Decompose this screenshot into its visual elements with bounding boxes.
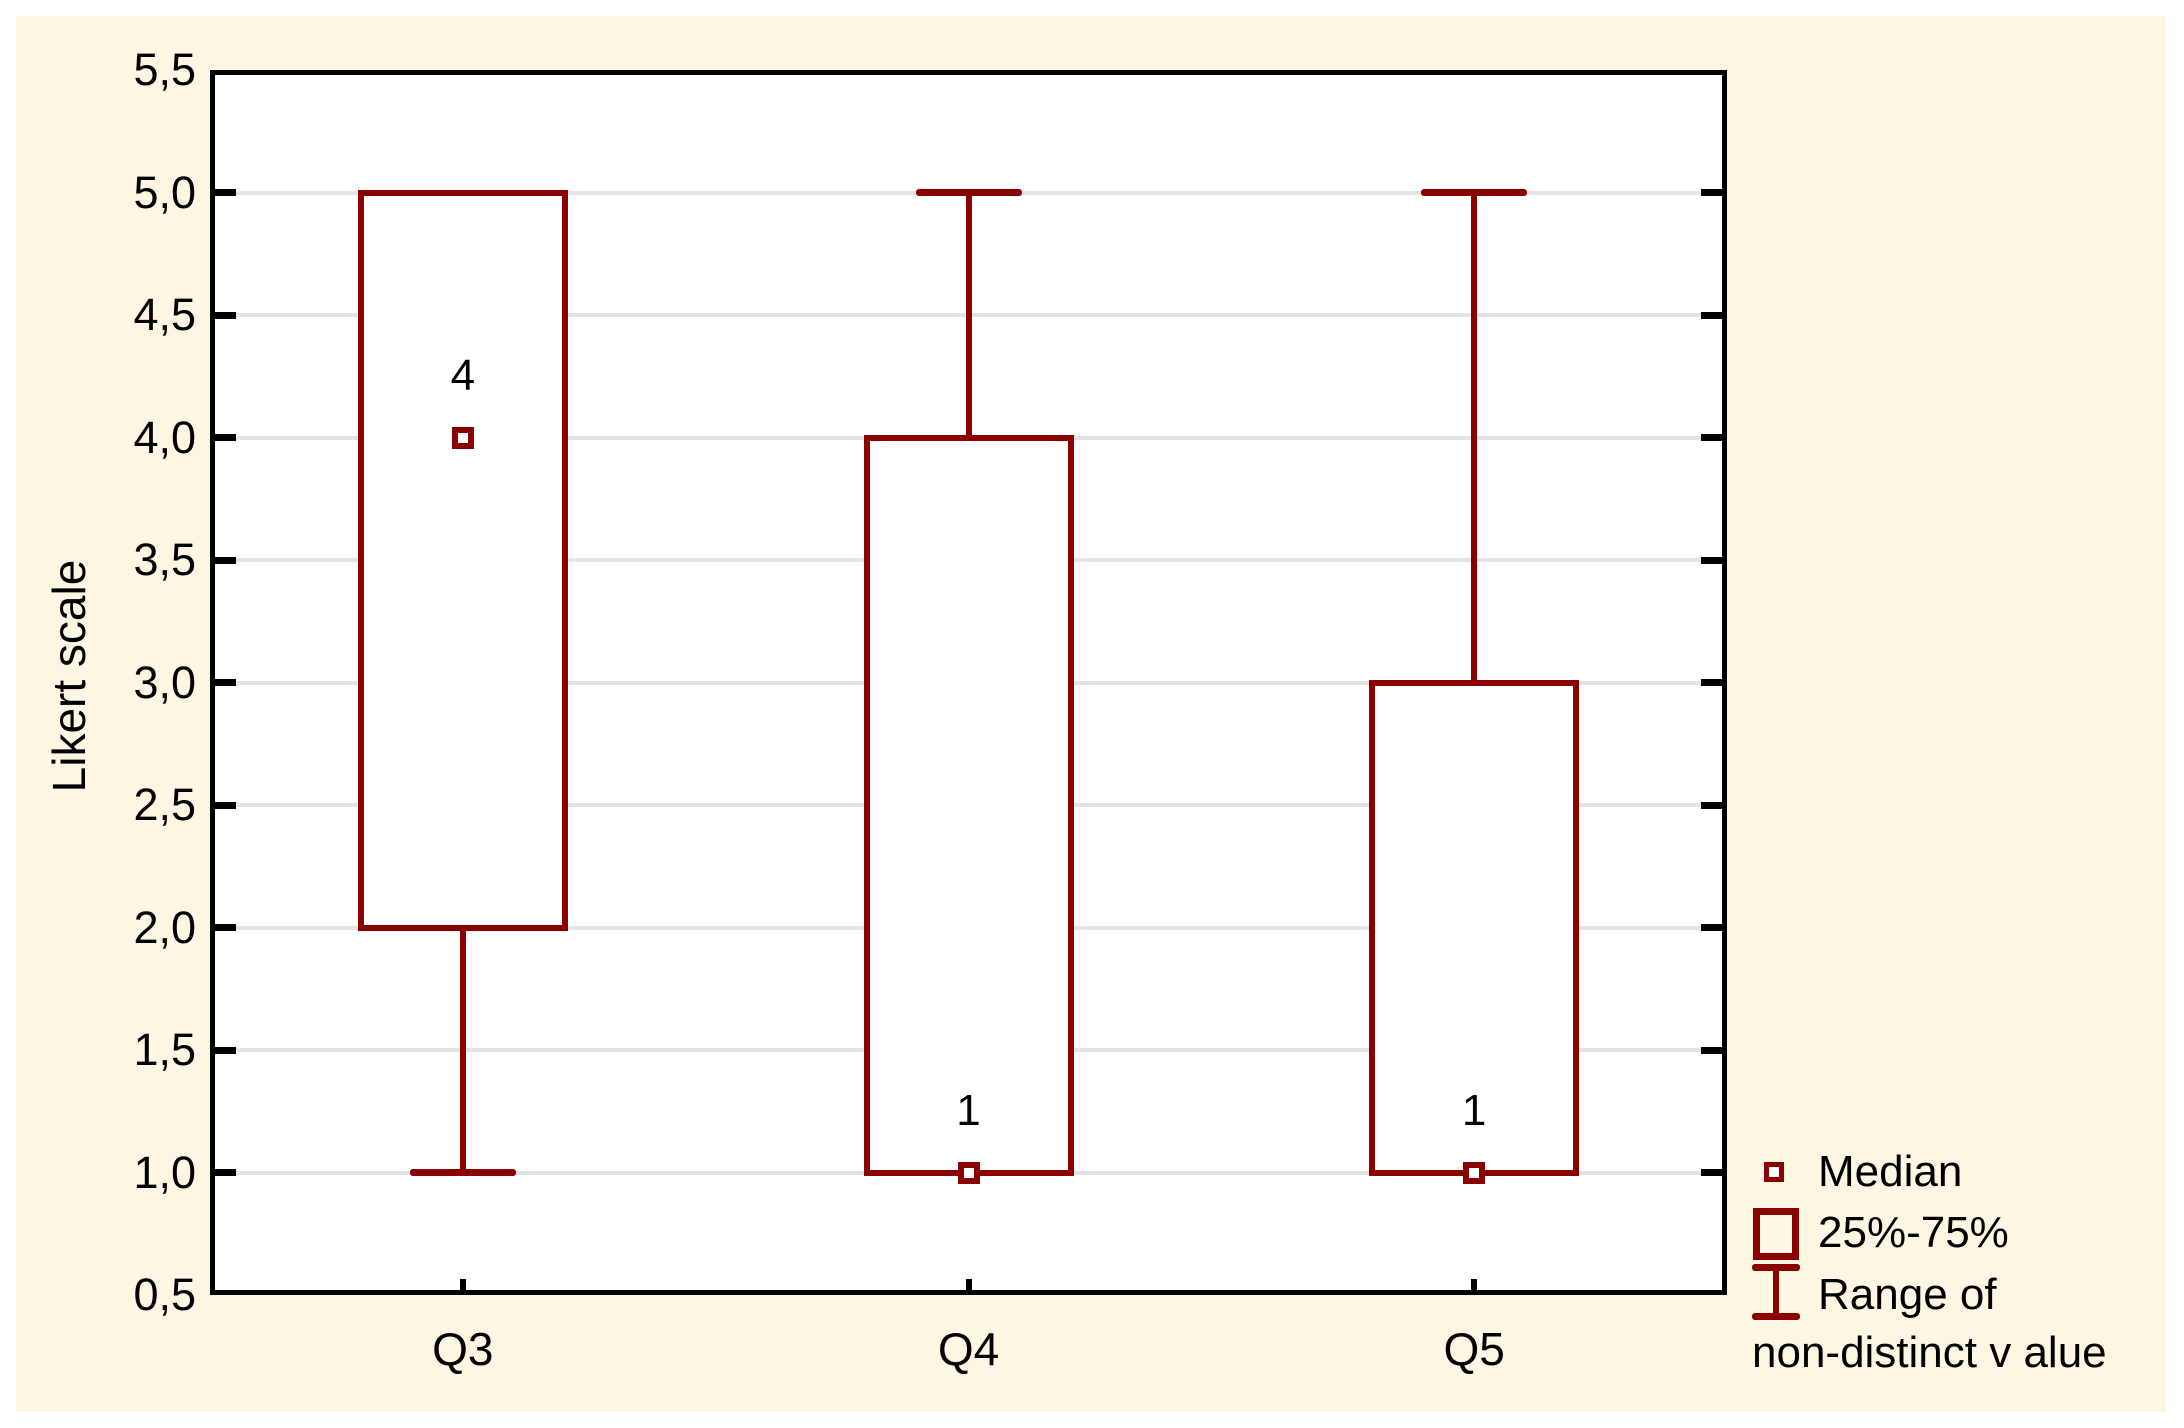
legend-label-iqr: 25%-75%	[1818, 1208, 2009, 1257]
iqr-box	[357, 189, 568, 931]
iqr-box	[1369, 679, 1580, 1176]
x-tick	[965, 1279, 972, 1295]
y-tick-label: 4,5	[133, 289, 196, 340]
legend-label-median: Median	[1818, 1147, 1963, 1196]
median-value-label: 4	[450, 350, 476, 400]
y-tick-right	[1701, 434, 1727, 441]
y-tick-left	[210, 434, 236, 441]
y-tick-right	[1701, 924, 1727, 931]
median-value-label: 1	[1461, 1085, 1487, 1135]
y-tick-right	[1701, 679, 1727, 686]
y-tick-right	[1701, 311, 1727, 319]
x-tick	[459, 1279, 466, 1295]
x-tick-label: Q3	[432, 1323, 494, 1375]
y-tick-label: 2,5	[133, 779, 196, 830]
iqr-box	[863, 434, 1074, 1176]
y-tick-label: 3,0	[133, 656, 196, 708]
plot-area: 4 1 1	[210, 70, 1727, 1295]
y-tick-left	[210, 189, 236, 196]
y-tick-right	[1701, 801, 1727, 809]
whisker-stem	[1773, 1264, 1779, 1320]
lower-whisker-line	[459, 927, 466, 1173]
median-marker	[1463, 1161, 1486, 1184]
y-tick-left	[210, 1169, 236, 1176]
iqr-box-icon	[1753, 1208, 1799, 1260]
x-tick-label: Q5	[1443, 1323, 1505, 1375]
y-tick-right	[1701, 1169, 1727, 1176]
y-tick-right	[1701, 1046, 1727, 1054]
y-tick-right	[1701, 556, 1727, 564]
lower-whisker-cap	[409, 1169, 516, 1176]
y-tick-label: 0,5	[133, 1269, 196, 1320]
y-tick-left	[210, 679, 236, 686]
median-marker	[957, 1161, 980, 1184]
y-tick-label: 3,5	[133, 534, 196, 585]
y-tick-left	[210, 311, 236, 319]
y-tick-label: 5,5	[133, 44, 196, 95]
median-value-label: 1	[956, 1085, 981, 1135]
upper-whisker-line	[1471, 192, 1478, 683]
y-tick-label: 1,5	[133, 1024, 196, 1075]
y-tick-left	[210, 801, 236, 809]
y-tick-label: 4,0	[133, 411, 196, 463]
y-tick-left	[210, 1046, 236, 1054]
upper-whisker-cap	[915, 189, 1022, 196]
plot-frame	[210, 70, 1727, 1295]
upper-whisker-cap	[1421, 189, 1528, 196]
y-tick-left	[210, 924, 236, 931]
whisker-range-icon	[1752, 1264, 1800, 1320]
y-tick-left	[210, 556, 236, 564]
y-tick-label: 5,0	[133, 166, 196, 218]
upper-whisker-line	[965, 192, 972, 438]
median-marker-icon	[1764, 1162, 1784, 1182]
y-tick-label: 2,0	[133, 901, 196, 953]
x-tick	[1471, 1279, 1478, 1295]
legend-label-range-line2: non-distinct v alue	[1752, 1328, 2107, 1377]
y-tick-label: 1,0	[133, 1146, 196, 1198]
y-tick-right	[1701, 189, 1727, 196]
whisker-cap-bottom	[1752, 1313, 1800, 1320]
median-marker	[451, 426, 474, 449]
x-tick-label: Q4	[937, 1323, 1000, 1375]
legend-label-range-line1: Range of	[1818, 1270, 1997, 1319]
